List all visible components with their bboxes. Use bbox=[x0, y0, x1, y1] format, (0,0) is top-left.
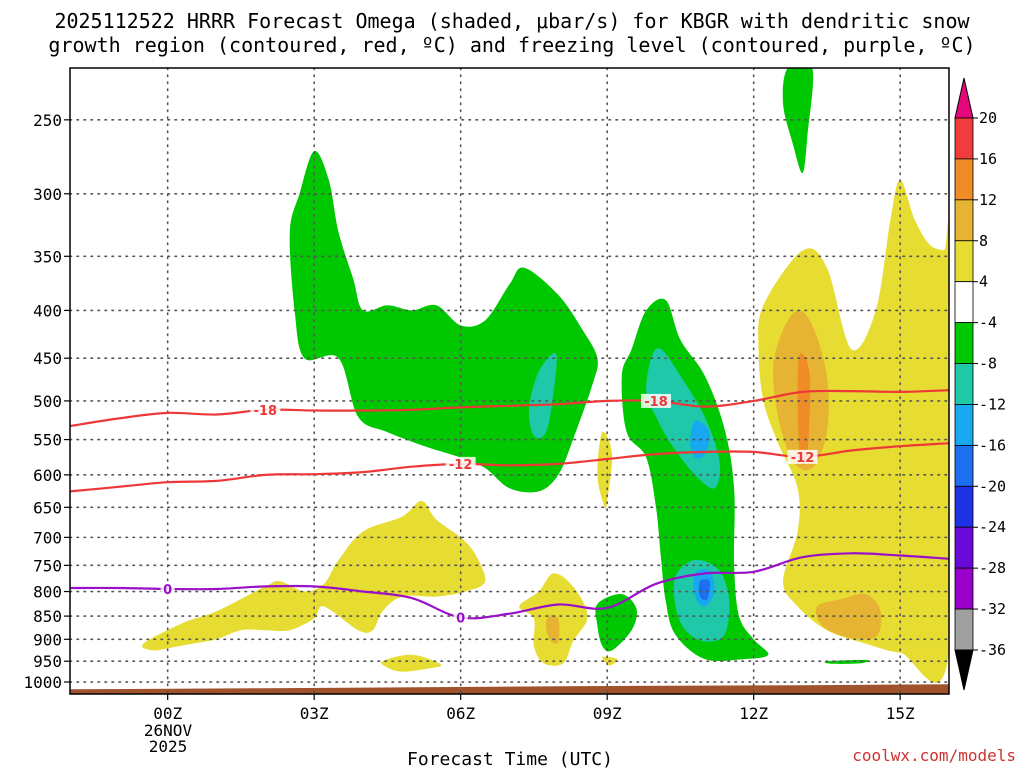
colorbar-bin-4-to-8 bbox=[954, 240, 974, 283]
colorbar-bin--20-to--16 bbox=[954, 444, 974, 487]
y-tick-label-600: 600 bbox=[33, 466, 62, 485]
omega-region-0 bbox=[289, 150, 598, 493]
y-tick-label-300: 300 bbox=[33, 185, 62, 204]
terrain-polygon bbox=[70, 684, 949, 694]
x-tick-label-15Z: 15Z bbox=[886, 704, 915, 723]
omega-region-19 bbox=[546, 615, 560, 644]
y-axis-ticks: 250 300 350 400 450 500 550 600 650 700 750 800 850 9… bbox=[23, 111, 70, 692]
colorbar-bin--32-to--28 bbox=[954, 567, 974, 610]
y-tick-label-350: 350 bbox=[33, 247, 62, 266]
colorbar-bin--8-to--4 bbox=[954, 322, 974, 364]
freezing-level-label-0: 0 bbox=[163, 583, 172, 598]
omega-region-20 bbox=[597, 431, 613, 510]
freezing-level-line bbox=[70, 552, 949, 620]
colorbar-label--16: -16 bbox=[979, 436, 1006, 454]
omega-region-17 bbox=[381, 654, 442, 672]
freezing-level-label-bg-0 bbox=[160, 581, 175, 596]
colorbar-label-4: 4 bbox=[979, 273, 988, 291]
colorbar-bin--4-to-4 bbox=[954, 281, 974, 324]
isotherm-minus18-label-bg-1 bbox=[641, 393, 671, 408]
y-tick-label-750: 750 bbox=[33, 556, 62, 575]
isotherm-minus12-label-0: -12 bbox=[449, 458, 473, 473]
colorbar-bin--24-to--20 bbox=[954, 485, 974, 528]
freezing-level-label-1: 0 bbox=[456, 612, 465, 627]
colorbar-bin-16-to-20 bbox=[954, 117, 974, 160]
y-tick-label-700: 700 bbox=[33, 528, 62, 547]
omega-region-14 bbox=[797, 353, 811, 465]
colorbar-label--20: -20 bbox=[979, 477, 1006, 495]
colorbar-label--36: -36 bbox=[979, 641, 1006, 659]
colorbar-bin-12-to-16 bbox=[954, 158, 974, 201]
grid-lines bbox=[70, 68, 949, 694]
credit-text: coolwx.com/models bbox=[852, 746, 1016, 765]
colorbar-bin--36-to--32 bbox=[954, 608, 974, 651]
chart-title-line-1: 2025112522 HRRR Forecast Omega (shaded, … bbox=[54, 9, 970, 33]
isotherm-minus12-label-bg-0 bbox=[445, 456, 476, 471]
y-tick-label-850: 850 bbox=[33, 607, 62, 626]
colorbar-label-20: 20 bbox=[979, 109, 997, 127]
omega-region-1 bbox=[528, 353, 557, 439]
colorbar-bin--28-to--24 bbox=[954, 526, 974, 569]
colorbar-label--24: -24 bbox=[979, 518, 1006, 536]
contour-labels: -18 -18 -12 -12 0 0 bbox=[160, 393, 818, 627]
y-tick-label-900: 900 bbox=[33, 630, 62, 649]
y-tick-label-550: 550 bbox=[33, 431, 62, 450]
colorbar-label--28: -28 bbox=[979, 559, 1006, 577]
omega-region-11 bbox=[824, 659, 869, 664]
colorbar-label--32: -32 bbox=[979, 600, 1006, 618]
colorbar-bottom-arrow bbox=[954, 649, 974, 691]
isotherm-minus12-label-bg-1 bbox=[787, 449, 818, 464]
x-tick-label-03Z: 03Z bbox=[300, 704, 329, 723]
isotherm-minus12-label-1: -12 bbox=[791, 451, 815, 466]
y-tick-label-800: 800 bbox=[33, 583, 62, 602]
colorbar: 20 16 12 8 4 -4 -8 -12 -16 -20 -24 -28 -32 -36 bbox=[954, 77, 1006, 691]
x-date-day-label: 26NOV bbox=[144, 721, 193, 740]
isotherm-minus18-line bbox=[70, 389, 949, 428]
y-tick-label-450: 450 bbox=[33, 349, 62, 368]
isotherm-minus18-label-1: -18 bbox=[644, 395, 668, 410]
x-tick-label-09Z: 09Z bbox=[593, 704, 622, 723]
colorbar-bin--12-to--8 bbox=[954, 363, 974, 405]
x-date-year-label: 2025 bbox=[149, 737, 188, 756]
freezing-level-label-bg-1 bbox=[453, 610, 468, 625]
x-tick-label-00Z: 00Z bbox=[153, 704, 182, 723]
plot-frame bbox=[69, 67, 950, 695]
isotherm-minus18-label-bg-0 bbox=[250, 402, 281, 417]
x-tick-label-12Z: 12Z bbox=[739, 704, 768, 723]
colorbar-top-arrow bbox=[954, 77, 974, 119]
x-axis-ticks: 00Z 03Z 06Z 09Z 12Z 15Z bbox=[153, 694, 915, 723]
y-tick-label-250: 250 bbox=[33, 111, 62, 130]
omega-region-8 bbox=[698, 579, 711, 601]
colorbar-label--12: -12 bbox=[979, 395, 1006, 413]
chart-title-line-2: growth region (contoured, red, ºC) and f… bbox=[48, 33, 975, 57]
y-tick-label-950: 950 bbox=[33, 652, 62, 671]
y-tick-label-400: 400 bbox=[33, 301, 62, 320]
colorbar-label-8: 8 bbox=[979, 232, 988, 250]
x-axis-title: Forecast Time (UTC) bbox=[407, 749, 613, 768]
colorbar-label-16: 16 bbox=[979, 150, 997, 168]
colorbar-label--8: -8 bbox=[979, 355, 997, 373]
y-tick-label-1000: 1000 bbox=[23, 673, 62, 692]
y-tick-label-650: 650 bbox=[33, 498, 62, 517]
terrain-fill bbox=[70, 684, 949, 694]
isotherm-minus18-label-0: -18 bbox=[254, 404, 278, 419]
colorbar-bin-8-to-12 bbox=[954, 199, 974, 242]
y-tick-label-500: 500 bbox=[33, 392, 62, 411]
colorbar-bin--16-to--12 bbox=[954, 404, 974, 446]
x-tick-label-06Z: 06Z bbox=[446, 704, 475, 723]
colorbar-label--4: -4 bbox=[979, 314, 997, 332]
colorbar-label-12: 12 bbox=[979, 191, 997, 209]
omega-region-16 bbox=[142, 500, 486, 651]
